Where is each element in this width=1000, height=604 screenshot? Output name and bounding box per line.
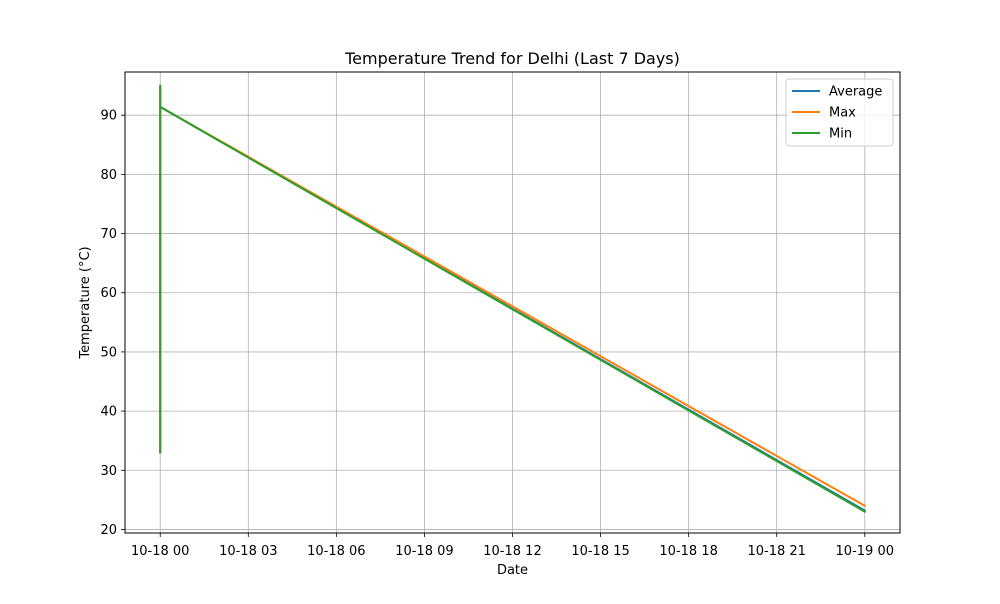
y-tick-label: 20	[100, 523, 117, 538]
chart-title: Temperature Trend for Delhi (Last 7 Days…	[344, 49, 680, 68]
legend-label: Average	[829, 85, 882, 100]
x-axis: 10-18 00 10-18 03 10-18 06 10-18 09 10-18 12…	[131, 533, 894, 559]
series-line-min	[159, 84, 867, 514]
legend: Average Max Min	[785, 78, 894, 147]
grid-lines	[125, 72, 900, 533]
x-tick-label: 10-18 09	[395, 544, 453, 559]
y-tick-label: 30	[100, 464, 117, 479]
y-tick-label: 40	[100, 405, 117, 420]
x-axis-label: Date	[497, 563, 528, 578]
y-tick-label: 60	[100, 286, 117, 301]
legend-label: Max	[829, 106, 856, 121]
x-tick-label: 10-18 21	[747, 544, 805, 559]
x-tick-label: 10-18 06	[307, 544, 365, 559]
x-tick-label: 10-18 00	[131, 544, 189, 559]
x-tick-label: 10-18 15	[571, 544, 629, 559]
y-axis-label: Temperature (°C)	[78, 246, 93, 359]
y-tick-label: 90	[100, 109, 117, 124]
y-tick-label: 50	[100, 345, 117, 360]
x-tick-label: 10-18 03	[219, 544, 277, 559]
legend-box	[785, 78, 894, 147]
y-axis: 20 30 40 50 60 70 80 90	[100, 109, 125, 538]
y-tick-label: 80	[100, 168, 117, 183]
x-tick-label: 10-19 00	[836, 544, 894, 559]
y-tick-label: 70	[100, 227, 117, 242]
legend-label: Min	[829, 127, 852, 142]
x-tick-label: 10-18 12	[483, 544, 541, 559]
series-lines	[159, 84, 867, 514]
x-tick-label: 10-18 18	[659, 544, 717, 559]
